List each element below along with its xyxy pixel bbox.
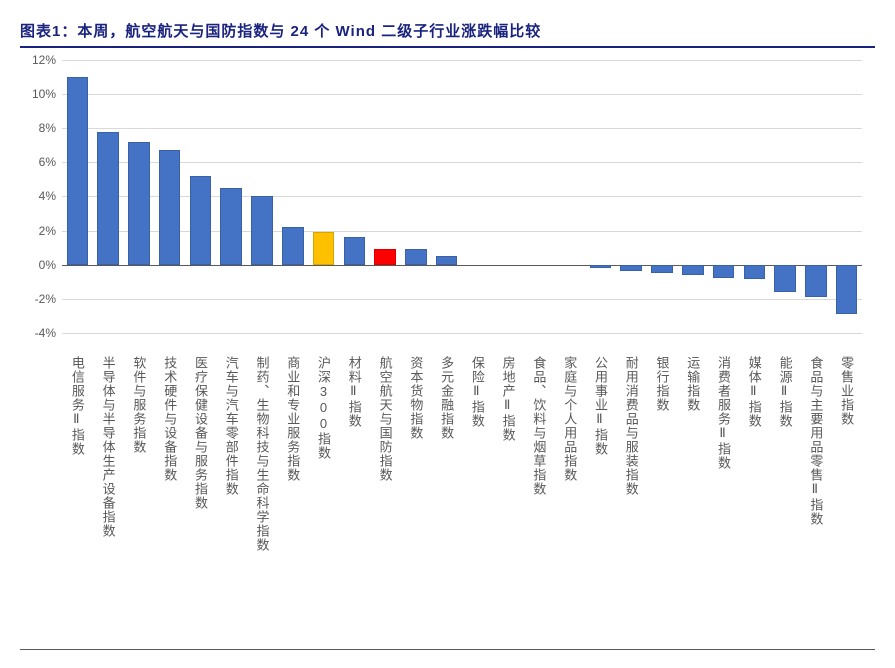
chart-title: 图表1：本周，航空航天与国防指数与 24 个 Wind 二级子行业涨跌幅比较 (20, 23, 541, 40)
bar-slot (616, 60, 647, 350)
bar (651, 265, 673, 274)
bar (97, 132, 119, 265)
bar-slot (831, 60, 862, 350)
bar (374, 249, 396, 264)
bar-slot (185, 60, 216, 350)
bar-slot (277, 60, 308, 350)
x-axis-category-label: 保险Ⅱ指数 (468, 356, 487, 428)
bar (67, 77, 89, 265)
bar-slot (647, 60, 678, 350)
x-axis-category-label: 耐用消费品与服装指数 (622, 356, 641, 496)
bar (620, 265, 642, 271)
x-axis-category-label: 零售业指数 (837, 356, 856, 426)
bar (344, 237, 366, 264)
bar-slot (370, 60, 401, 350)
bar-slot (216, 60, 247, 350)
x-axis-category-label: 材料Ⅱ指数 (345, 356, 364, 428)
bar-slot (154, 60, 185, 350)
bar-slot (493, 60, 524, 350)
bar (774, 265, 796, 292)
bar (713, 265, 735, 279)
bar-slot (400, 60, 431, 350)
x-axis-category-label: 运输指数 (683, 356, 702, 412)
bar (805, 265, 827, 297)
bar-slot (800, 60, 831, 350)
x-axis-category-label: 沪深300指数 (314, 356, 333, 460)
bar (682, 265, 704, 275)
bar-slot (554, 60, 585, 350)
x-axis-category-label: 资本货物指数 (406, 356, 425, 440)
bar-slot (677, 60, 708, 350)
bottom-rule (20, 649, 875, 650)
y-axis-tick-label: 8% (20, 121, 56, 135)
bars-container (62, 60, 862, 350)
x-axis-category-label: 电信服务Ⅱ指数 (68, 356, 87, 456)
x-axis-category-label: 银行指数 (653, 356, 672, 412)
bar (128, 142, 150, 265)
y-axis-tick-label: 10% (20, 87, 56, 101)
bar-slot (62, 60, 93, 350)
bar (251, 196, 273, 264)
bar (159, 150, 181, 264)
title-bar: 图表1：本周，航空航天与国防指数与 24 个 Wind 二级子行业涨跌幅比较 (20, 18, 875, 48)
x-axis-category-label: 半导体与半导体生产设备指数 (99, 356, 118, 538)
x-axis-category-label: 多元金融指数 (437, 356, 456, 440)
bar (220, 188, 242, 265)
x-axis-category-label: 航空航天与国防指数 (376, 356, 395, 482)
bar (405, 249, 427, 264)
y-axis-tick-label: 12% (20, 53, 56, 67)
bar (836, 265, 858, 314)
bar (282, 227, 304, 265)
figure-container: 图表1：本周，航空航天与国防指数与 24 个 Wind 二级子行业涨跌幅比较 -… (0, 0, 895, 668)
bar-slot (739, 60, 770, 350)
bar-slot (524, 60, 555, 350)
x-axis-category-label: 食品、饮料与烟草指数 (529, 356, 548, 496)
y-axis-tick-label: -2% (20, 292, 56, 306)
bar-slot (339, 60, 370, 350)
x-axis-category-label: 商业和专业服务指数 (283, 356, 302, 482)
y-axis-tick-label: 0% (20, 258, 56, 272)
x-axis-category-label: 能源Ⅱ指数 (776, 356, 795, 428)
bar (590, 265, 612, 268)
x-axis-category-label: 公用事业Ⅱ指数 (591, 356, 610, 456)
bar-slot (585, 60, 616, 350)
x-axis-category-label: 家庭与个人用品指数 (560, 356, 579, 482)
bar-slot (462, 60, 493, 350)
x-axis-category-label: 技术硬件与设备指数 (160, 356, 179, 482)
x-axis-category-label: 汽车与汽车零部件指数 (222, 356, 241, 496)
bar-slot (431, 60, 462, 350)
bar (744, 265, 766, 280)
bar (313, 232, 335, 264)
y-axis-tick-label: -4% (20, 326, 56, 340)
bar-slot (124, 60, 155, 350)
x-axis-category-label: 消费者服务Ⅱ指数 (714, 356, 733, 470)
bar-slot (308, 60, 339, 350)
y-axis-tick-label: 4% (20, 189, 56, 203)
x-axis-category-label: 制药、生物科技与生命科学指数 (253, 356, 272, 552)
bar (436, 256, 458, 265)
y-axis-tick-label: 6% (20, 155, 56, 169)
bar (190, 176, 212, 265)
bar-slot (770, 60, 801, 350)
bar-slot (247, 60, 278, 350)
x-axis-category-label: 媒体Ⅱ指数 (745, 356, 764, 428)
bar-slot (708, 60, 739, 350)
bar-slot (93, 60, 124, 350)
chart-plot-area: -4%-2%0%2%4%6%8%10%12% (62, 60, 862, 350)
x-axis-category-label: 医疗保健设备与服务指数 (191, 356, 210, 510)
x-axis-category-label: 软件与服务指数 (129, 356, 148, 454)
x-axis-category-label: 食品与主要用品零售Ⅱ指数 (806, 356, 825, 526)
x-axis-category-label: 房地产Ⅱ指数 (499, 356, 518, 442)
y-axis-tick-label: 2% (20, 224, 56, 238)
